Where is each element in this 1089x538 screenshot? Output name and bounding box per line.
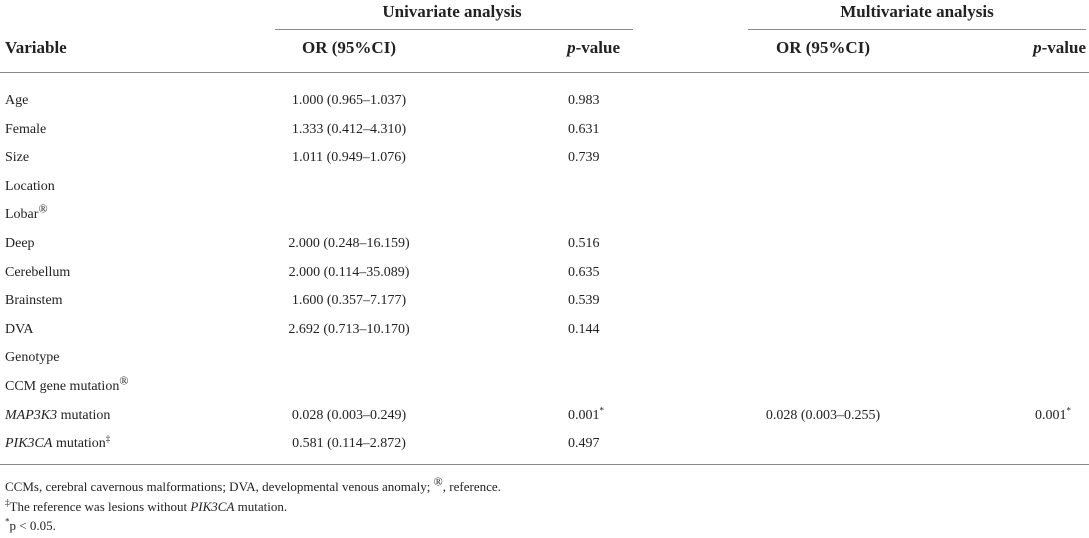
column-header-rule — [0, 72, 1089, 73]
multivariate-p-cell: 0.001* — [1035, 405, 1071, 423]
variable-cell: Female — [5, 122, 47, 137]
footnote-significance: *p < 0.05. — [5, 516, 56, 533]
univariate-or-column-header: OR (95%CI) — [302, 38, 396, 57]
variable-cell: Location — [5, 179, 55, 194]
p-suffix: -value — [575, 38, 620, 57]
univariate-p-cell: 0.983 — [568, 93, 600, 108]
univariate-or-cell: 1.600 (0.357–7.177) — [291, 293, 407, 308]
variable-cell: Size — [5, 150, 30, 165]
p-suffix: -value — [1041, 38, 1086, 57]
variable-cell: Deep — [5, 236, 35, 251]
univariate-or-cell: 1.011 (0.949–1.076) — [292, 150, 406, 165]
multivariate-header-rule — [748, 29, 1086, 30]
variable-cell: Brainstem — [5, 293, 63, 308]
univariate-or-cell: 1.000 (0.965–1.037) — [291, 93, 407, 108]
univariate-p-cell: 0.497 — [568, 436, 600, 451]
univariate-or-cell: 2.000 (0.248–16.159) — [288, 236, 410, 251]
univariate-or-cell: 1.333 (0.412–4.310) — [291, 122, 407, 137]
p-italic: p — [567, 38, 576, 57]
univariate-p-cell: 0.539 — [568, 293, 600, 308]
univariate-p-cell: 0.001* — [568, 405, 604, 423]
univariate-or-cell: 0.028 (0.003–0.249) — [291, 408, 407, 423]
variable-mark: ® — [38, 201, 48, 216]
table-bottom-rule — [0, 464, 1089, 465]
univariate-header-rule — [275, 29, 633, 30]
variable-cell: PIK3CA mutation‡ — [5, 433, 111, 451]
variable-cell: Lobar® — [5, 201, 48, 222]
variable-column-header: Variable — [5, 38, 67, 57]
footnote-reference: ‡The reference was lesions without PIK3C… — [5, 497, 288, 514]
variable-cell: Cerebellum — [5, 265, 71, 280]
univariate-analysis-header: Univariate analysis — [382, 2, 522, 21]
p-italic: p — [1033, 38, 1042, 57]
multivariate-or-cell: 0.028 (0.003–0.255) — [765, 408, 881, 423]
univariate-or-cell: 2.000 (0.114–35.089) — [288, 265, 410, 280]
variable-cell: Age — [5, 93, 29, 108]
footnote-abbreviations: CCMs, cerebral cavernous malformations; … — [5, 474, 501, 494]
variable-cell: DVA — [5, 322, 34, 337]
variable-cell: CCM gene mutation® — [5, 373, 129, 394]
multivariate-p-column-header: p-value — [986, 38, 1086, 58]
univariate-p-cell: 0.739 — [568, 150, 600, 165]
variable-cell: Genotype — [5, 350, 60, 365]
univariate-p-column-header: p-value — [520, 38, 620, 58]
univariate-p-cell: 0.635 — [568, 265, 600, 280]
variable-cell: MAP3K3 mutation — [5, 408, 111, 423]
univariate-p-cell: 0.516 — [568, 236, 600, 251]
univariate-or-cell: 2.692 (0.713–10.170) — [288, 322, 410, 337]
multivariate-or-column-header: OR (95%CI) — [776, 38, 870, 57]
univariate-or-cell: 0.581 (0.114–2.872) — [292, 436, 406, 451]
univariate-p-cell: 0.144 — [568, 322, 600, 337]
univariate-p-cell: 0.631 — [568, 122, 600, 137]
variable-mark: ‡ — [105, 433, 111, 444]
multivariate-analysis-header: Multivariate analysis — [840, 2, 994, 21]
variable-mark: ® — [119, 373, 129, 388]
